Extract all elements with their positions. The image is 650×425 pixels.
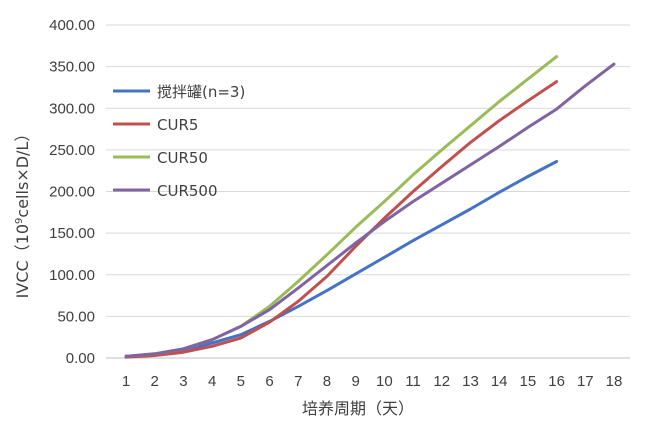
y-tick-label: 50.00 [57, 308, 95, 325]
x-tick-label: 12 [433, 373, 450, 390]
x-tick-label: 15 [520, 373, 537, 390]
legend-item: CUR50 [113, 149, 208, 167]
legend-item: CUR5 [113, 116, 198, 134]
x-tick-label: 14 [491, 373, 508, 390]
x-tick-label: 18 [606, 373, 623, 390]
x-tick-label: 16 [548, 373, 565, 390]
y-tick-label: 300.00 [49, 100, 95, 117]
x-tick-label: 11 [405, 373, 421, 390]
series-line-4 [124, 62, 616, 358]
legend-item: CUR500 [113, 182, 218, 200]
grid-lines [106, 24, 630, 359]
x-tick-label: 2 [151, 373, 159, 390]
x-tick-label: 1 [122, 373, 130, 390]
x-tick-label: 3 [179, 373, 187, 390]
x-tick-label: 8 [323, 373, 331, 390]
x-tick-label: 7 [294, 373, 302, 390]
x-axis-ticks: 1 2 3 4 5 6 7 8 9 10 11 12 13 14 15 16 17 18 [122, 373, 623, 390]
y-axis-title-prefix: IVCC（10 [13, 224, 32, 298]
series-lines [124, 55, 616, 359]
legend-label: 搅拌罐(n=3) [157, 83, 245, 101]
legend: 搅拌罐(n=3) CUR5 CUR50 CUR500 [113, 83, 245, 200]
x-tick-label: 17 [577, 373, 594, 390]
y-axis-ticks: 0.00 50.00 100.00 150.00 200.00 250.00 300.00 3… [49, 17, 95, 367]
x-axis-title: 培养周期（天） [302, 399, 414, 418]
legend-label: CUR5 [157, 116, 198, 134]
series-line-1 [124, 160, 559, 358]
legend-item: 搅拌罐(n=3) [113, 83, 245, 101]
x-tick-label: 10 [376, 373, 393, 390]
x-tick-label: 4 [208, 373, 216, 390]
x-tick-label: 5 [237, 373, 245, 390]
legend-label: CUR50 [157, 149, 208, 167]
legend-label: CUR500 [157, 182, 218, 200]
y-axis-title-suffix: cells×D/L） [13, 126, 32, 218]
y-axis-title: IVCC（109cells×D/L） [13, 126, 32, 299]
y-tick-label: 0.00 [66, 350, 95, 367]
series-line-2 [124, 80, 559, 359]
y-tick-label: 400.00 [49, 17, 95, 34]
y-tick-label: 350.00 [49, 59, 95, 76]
y-tick-label: 200.00 [49, 184, 95, 201]
y-tick-label: 100.00 [49, 267, 95, 284]
x-tick-label: 13 [462, 373, 479, 390]
y-axis-title-sup: 9 [14, 218, 25, 224]
x-tick-label: 9 [351, 373, 359, 390]
series-line-3 [124, 55, 559, 358]
y-tick-label: 150.00 [49, 225, 95, 242]
y-tick-label: 250.00 [49, 142, 95, 159]
x-tick-label: 6 [265, 373, 273, 390]
